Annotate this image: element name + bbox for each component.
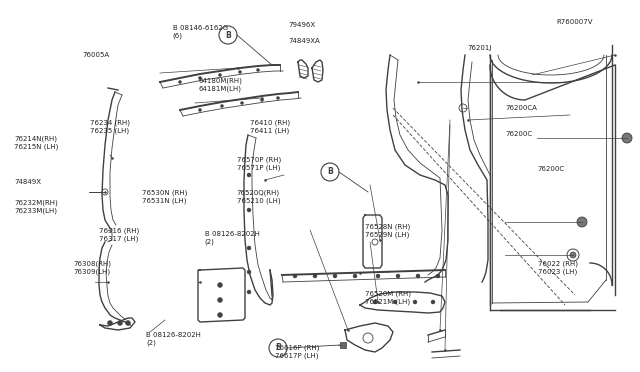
Circle shape xyxy=(313,274,317,278)
Circle shape xyxy=(247,270,251,274)
Text: 76200C: 76200C xyxy=(506,131,532,137)
Text: 76528N (RH)
76529N (LH): 76528N (RH) 76529N (LH) xyxy=(365,224,410,238)
Text: 76234 (RH)
76235 (LH): 76234 (RH) 76235 (LH) xyxy=(90,119,130,134)
Text: 76200C: 76200C xyxy=(538,166,564,172)
Circle shape xyxy=(431,300,435,304)
Bar xyxy=(340,342,346,348)
Text: 74849XA: 74849XA xyxy=(288,38,320,44)
Text: B: B xyxy=(225,31,231,39)
Circle shape xyxy=(373,300,377,304)
Circle shape xyxy=(293,274,297,278)
Circle shape xyxy=(221,105,223,108)
Circle shape xyxy=(396,274,400,278)
Circle shape xyxy=(416,274,420,278)
Text: B: B xyxy=(327,167,333,176)
Text: B 08146-6162G
(6): B 08146-6162G (6) xyxy=(173,25,228,39)
Text: 76520Q(RH)
765210 (LH): 76520Q(RH) 765210 (LH) xyxy=(237,190,280,204)
Circle shape xyxy=(108,321,113,326)
Circle shape xyxy=(247,208,251,212)
Circle shape xyxy=(241,102,243,105)
Circle shape xyxy=(570,252,576,258)
Circle shape xyxy=(353,274,357,278)
Text: 76005A: 76005A xyxy=(83,52,109,58)
Text: 76530N (RH)
76531N (LH): 76530N (RH) 76531N (LH) xyxy=(142,190,188,204)
Circle shape xyxy=(239,71,241,74)
Circle shape xyxy=(218,74,221,77)
Text: 76520M (RH)
76521M (LH): 76520M (RH) 76521M (LH) xyxy=(365,291,411,305)
Circle shape xyxy=(218,312,223,317)
Circle shape xyxy=(436,274,440,278)
Text: 76410 (RH)
76411 (LH): 76410 (RH) 76411 (LH) xyxy=(250,119,290,134)
Circle shape xyxy=(333,274,337,278)
Text: 76201J: 76201J xyxy=(467,45,492,51)
Circle shape xyxy=(218,282,223,288)
Text: R760007V: R760007V xyxy=(557,19,593,25)
Circle shape xyxy=(247,290,251,294)
Circle shape xyxy=(125,321,131,326)
Circle shape xyxy=(198,109,202,112)
Text: 76616P (RH)
76617P (LH): 76616P (RH) 76617P (LH) xyxy=(275,344,319,359)
Text: B 08126-8202H
(2): B 08126-8202H (2) xyxy=(146,331,201,346)
Circle shape xyxy=(198,77,202,80)
Circle shape xyxy=(260,99,264,102)
Text: B 08126-8202H
(2): B 08126-8202H (2) xyxy=(205,231,260,245)
Circle shape xyxy=(179,80,182,83)
Text: 76214N(RH)
76215N (LH): 76214N(RH) 76215N (LH) xyxy=(14,136,58,150)
Circle shape xyxy=(622,133,632,143)
Circle shape xyxy=(218,298,223,302)
Circle shape xyxy=(393,300,397,304)
Text: 64180M(RH)
64181M(LH): 64180M(RH) 64181M(LH) xyxy=(198,78,243,92)
Circle shape xyxy=(276,96,280,99)
Text: B: B xyxy=(275,343,281,353)
Text: 76316 (RH)
76317 (LH): 76316 (RH) 76317 (LH) xyxy=(99,227,140,241)
Text: 76232M(RH)
76233M(LH): 76232M(RH) 76233M(LH) xyxy=(14,199,58,214)
Circle shape xyxy=(577,217,587,227)
Circle shape xyxy=(376,274,380,278)
Circle shape xyxy=(413,300,417,304)
Text: 76570P (RH)
76571P (LH): 76570P (RH) 76571P (LH) xyxy=(237,157,281,171)
Text: 76308(RH)
76309(LH): 76308(RH) 76309(LH) xyxy=(74,261,111,275)
Text: 79496X: 79496X xyxy=(288,22,315,28)
Circle shape xyxy=(247,173,251,177)
Circle shape xyxy=(257,68,259,71)
Text: 74849X: 74849X xyxy=(14,179,41,185)
Text: 76022 (RH)
76023 (LH): 76022 (RH) 76023 (LH) xyxy=(538,261,578,275)
Circle shape xyxy=(247,246,251,250)
Text: 76200CA: 76200CA xyxy=(506,105,538,111)
Circle shape xyxy=(118,321,122,326)
